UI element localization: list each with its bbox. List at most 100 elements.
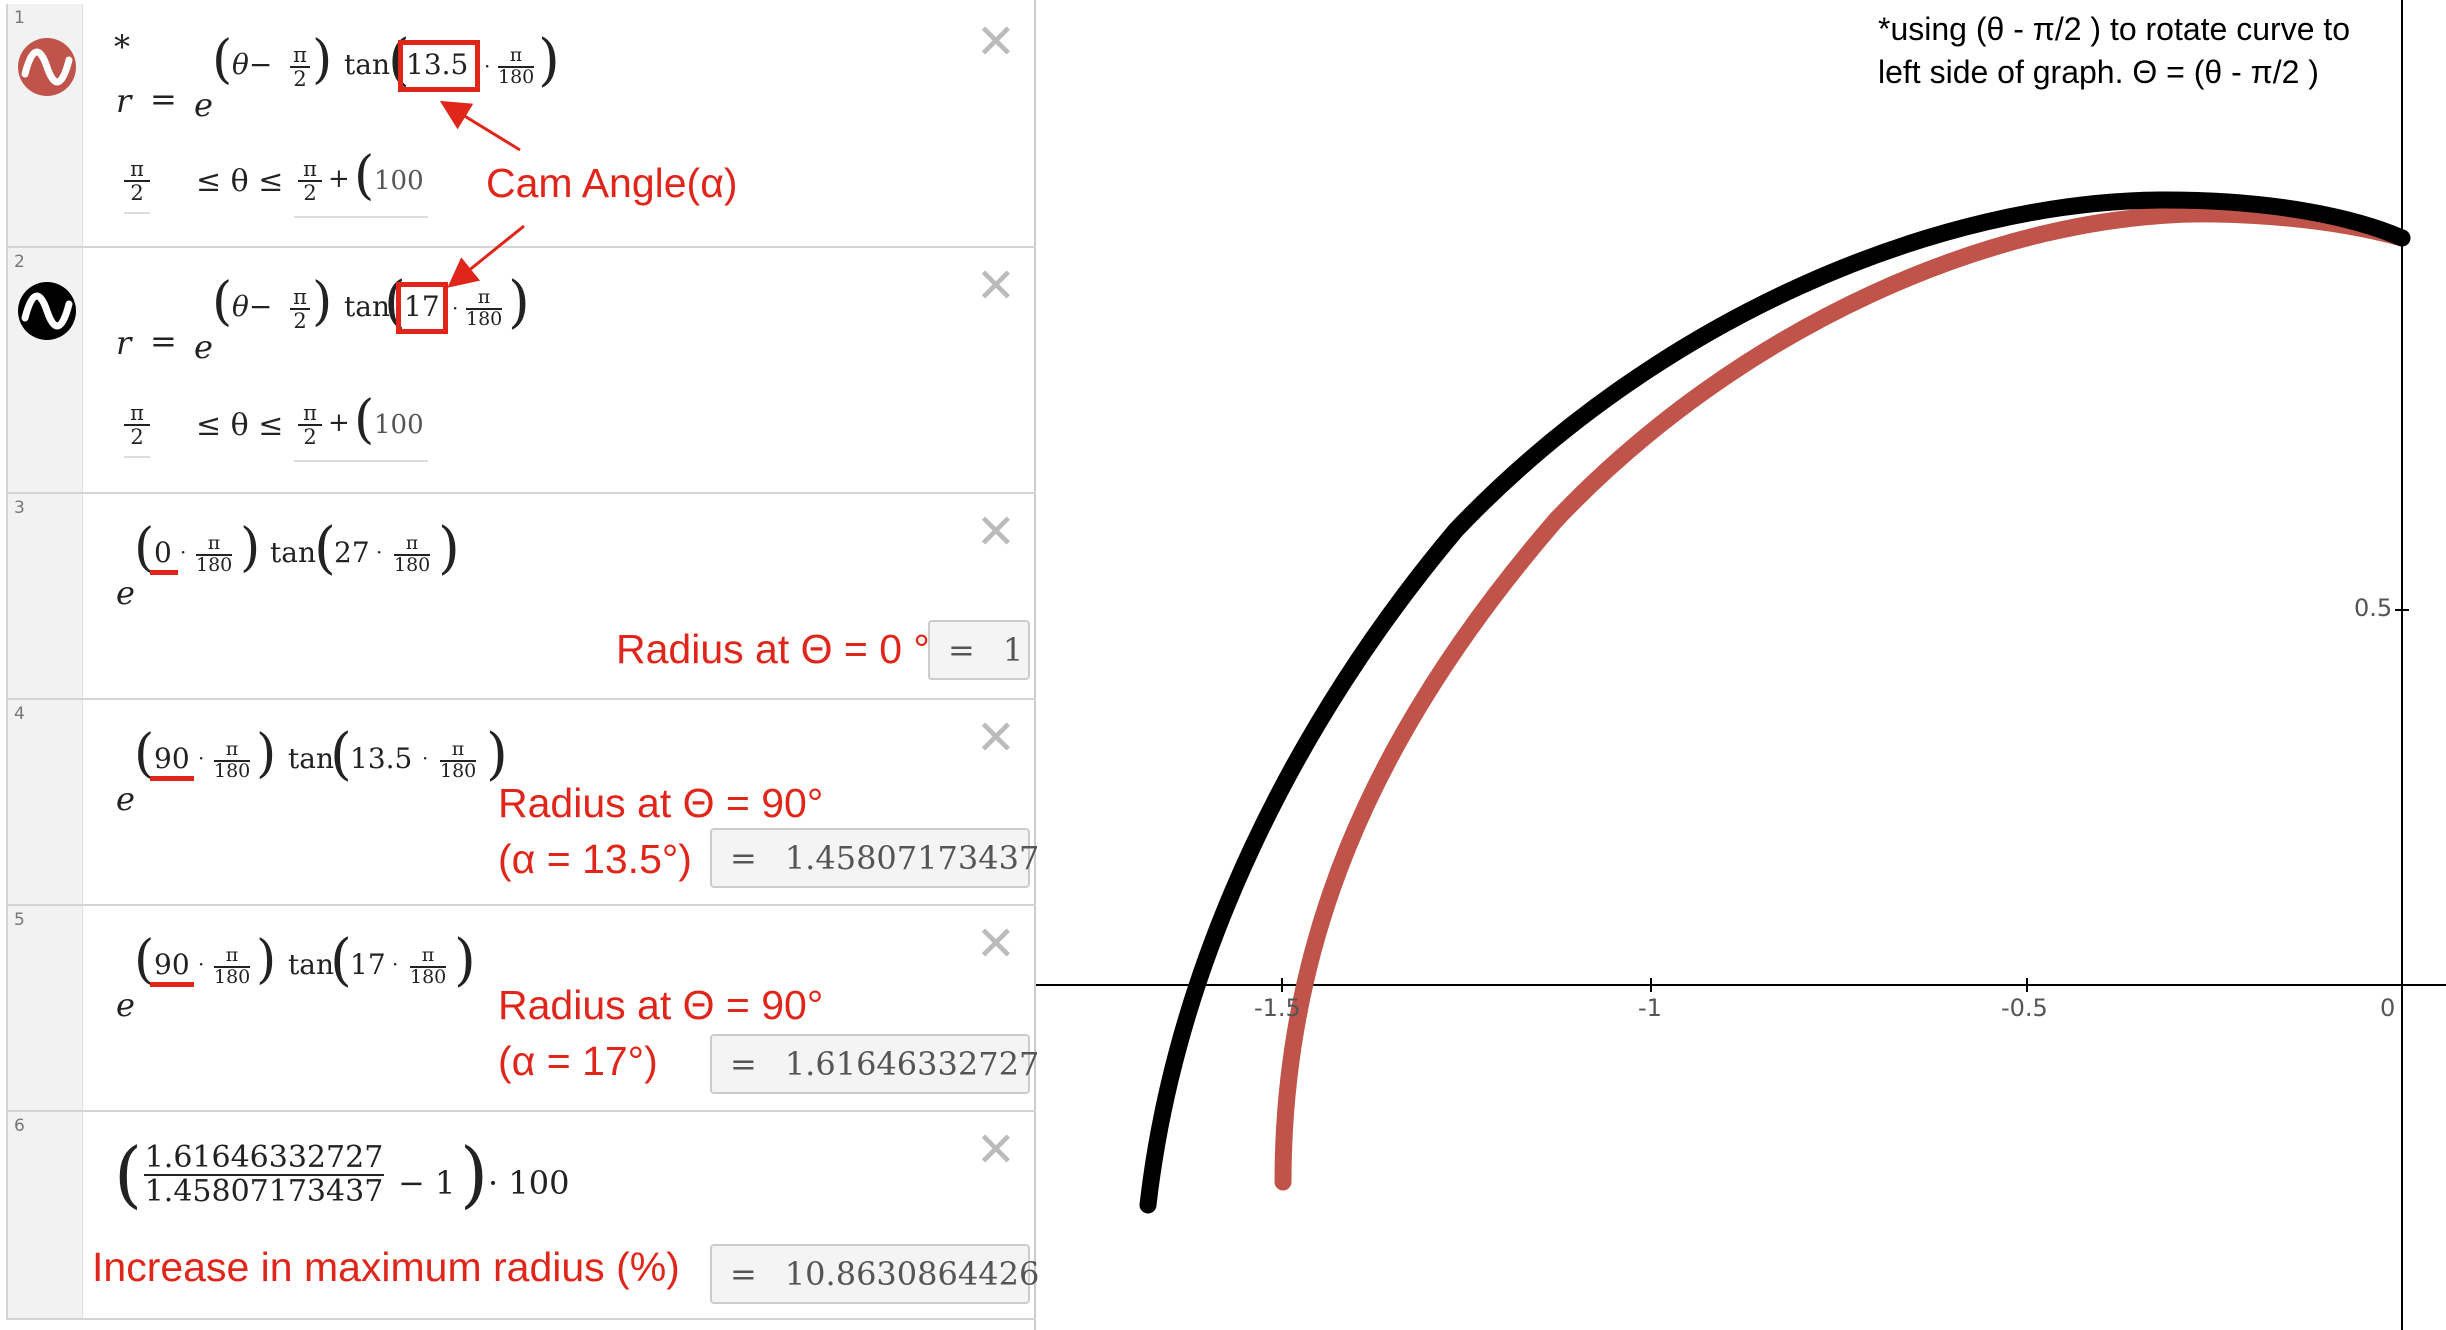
fraction-pi-180: π 180 bbox=[410, 944, 447, 988]
x-tick-label: -0.5 bbox=[2001, 994, 2048, 1022]
radius-90-b-label-line1: Radius at Θ = 90° bbox=[498, 982, 824, 1028]
result-box: = 1.61646332727 bbox=[710, 1034, 1039, 1094]
graph-canvas[interactable] bbox=[1036, 0, 2446, 1330]
expression-gutter: 4 bbox=[8, 700, 83, 904]
expression-index: 6 bbox=[14, 1116, 25, 1136]
paren-open: ( bbox=[314, 516, 336, 581]
domain-upper-field-line bbox=[294, 460, 428, 462]
tan-function: tan bbox=[288, 948, 334, 981]
wave-black-icon[interactable] bbox=[16, 280, 78, 342]
expression-row-6[interactable]: 6 ( 1.61646332727 1.45807173437 − 1 ) · 1… bbox=[6, 1112, 1039, 1320]
ratio-fraction: 1.61646332727 1.45807173437 bbox=[144, 1142, 384, 1207]
dot-operator: · bbox=[392, 952, 399, 976]
dot-operator: · bbox=[452, 296, 459, 320]
dot-operator: · bbox=[484, 54, 491, 78]
dot-operator: · bbox=[198, 746, 205, 770]
paren-open: ( bbox=[354, 146, 375, 206]
ratio-numerator: 1.61646332727 bbox=[144, 1140, 384, 1175]
result-value: 1 bbox=[1002, 631, 1024, 669]
expression-index: 2 bbox=[14, 252, 25, 272]
paren-open: ( bbox=[212, 272, 233, 332]
expression-gutter: 6 bbox=[8, 1112, 83, 1318]
expression-row-4[interactable]: 4 e ( 90 · π 180 ) tan ( 13.5 · π 180 ) = 1… bbox=[6, 700, 1039, 906]
y-tick-label: 0.5 bbox=[2354, 594, 2393, 622]
paren-open: ( bbox=[330, 928, 352, 993]
x-tick-label: 0 bbox=[2380, 994, 2396, 1022]
result-box: = 1.45807173437 bbox=[710, 828, 1039, 888]
delete-expression-icon[interactable]: ✕ bbox=[975, 504, 1016, 560]
cam-angle-arrow-1 bbox=[439, 100, 521, 152]
plus-sign: + bbox=[328, 164, 350, 194]
fraction-pi-180: π 180 bbox=[466, 286, 503, 330]
expression-gutter: 1 bbox=[8, 4, 83, 246]
delete-expression-icon[interactable]: ✕ bbox=[975, 1122, 1016, 1178]
delete-expression-icon[interactable]: ✕ bbox=[975, 710, 1016, 766]
domain-inequality: ≤ θ ≤ bbox=[196, 408, 284, 443]
result-value: 10.8630864426 bbox=[784, 1255, 1040, 1293]
delete-expression-icon[interactable]: ✕ bbox=[975, 916, 1016, 972]
theta-underline bbox=[150, 776, 194, 781]
paren-close: ) bbox=[454, 928, 476, 993]
theta-value[interactable]: 0 bbox=[154, 536, 172, 569]
domain-upper-field-line bbox=[294, 216, 428, 218]
domain-upper-tail[interactable]: 100 bbox=[374, 410, 424, 440]
expression-row-3[interactable]: 3 e ( 0 · π 180 ) tan ( 27 · π 180 ) = 1 ✕ bbox=[6, 494, 1036, 700]
angle-value[interactable]: 27 bbox=[334, 536, 370, 569]
tan-function: tan bbox=[344, 48, 390, 81]
theta-value[interactable]: 90 bbox=[154, 742, 190, 775]
equals-sign: = bbox=[150, 80, 177, 118]
result-box: = 10.8630864426 bbox=[710, 1244, 1039, 1304]
radius-90-a-label-line1: Radius at Θ = 90° bbox=[498, 780, 824, 826]
theta-underline bbox=[150, 570, 178, 575]
angle-value[interactable]: 17 bbox=[350, 948, 386, 981]
fraction-pi-180: π 180 bbox=[498, 44, 535, 88]
paren-close: ) bbox=[460, 1132, 489, 1216]
fraction-pi-180: π 180 bbox=[196, 532, 233, 576]
paren-close: ) bbox=[256, 930, 277, 990]
wave-red-icon[interactable] bbox=[16, 36, 78, 98]
expression-index: 5 bbox=[14, 910, 25, 930]
fraction-pi-180: π 180 bbox=[394, 532, 431, 576]
delete-expression-icon[interactable]: ✕ bbox=[975, 14, 1016, 70]
dot-operator: · bbox=[376, 540, 383, 564]
curve-alpha-17 bbox=[1139, 191, 2411, 1214]
radius-90-a-label-line2: (α = 13.5°) bbox=[498, 836, 692, 882]
domain-upper-tail[interactable]: 100 bbox=[374, 166, 424, 196]
increase-label: Increase in maximum radius (%) bbox=[92, 1244, 680, 1290]
tan-function: tan bbox=[344, 290, 390, 323]
theta-minus: θ− bbox=[232, 48, 273, 81]
expression-gutter: 5 bbox=[8, 906, 83, 1110]
theta-minus: θ− bbox=[232, 290, 273, 323]
rotation-note-line1: *using (θ - π/2 ) to rotate curve to bbox=[1878, 11, 2351, 47]
graph-paper[interactable]: -1.5 -1 -0.5 0 0.5 bbox=[1036, 0, 2446, 1330]
annotation-arrows bbox=[439, 100, 525, 288]
delete-expression-icon[interactable]: ✕ bbox=[975, 258, 1016, 314]
paren-close: ) bbox=[312, 30, 333, 90]
paren-open: ( bbox=[134, 724, 155, 784]
result-box: = 1 bbox=[928, 620, 1030, 680]
exp-base: e bbox=[116, 574, 135, 612]
expression-gutter: 2 bbox=[8, 248, 83, 492]
dot-operator: · bbox=[180, 540, 187, 564]
domain-inequality: ≤ θ ≤ bbox=[196, 164, 284, 199]
paren-open: ( bbox=[212, 30, 233, 90]
paren-close: ) bbox=[256, 724, 277, 784]
paren-close: ) bbox=[508, 270, 530, 335]
tan-function: tan bbox=[288, 742, 334, 775]
curve-alpha-13-5 bbox=[1274, 205, 2411, 1191]
expression-row-5[interactable]: 5 e ( 90 · π 180 ) tan ( 17 · π 180 ) = 1.6… bbox=[6, 906, 1039, 1112]
theta-value[interactable]: 90 bbox=[154, 948, 190, 981]
paren-open: ( bbox=[134, 518, 155, 578]
expression-index: 3 bbox=[14, 498, 25, 518]
angle-value[interactable]: 13.5 bbox=[350, 742, 413, 775]
exp-base: e bbox=[116, 780, 135, 818]
cam-angle-value[interactable]: 17 bbox=[404, 290, 440, 323]
cam-angle-value[interactable]: 13.5 bbox=[406, 48, 469, 81]
paren-open: ( bbox=[354, 390, 375, 450]
